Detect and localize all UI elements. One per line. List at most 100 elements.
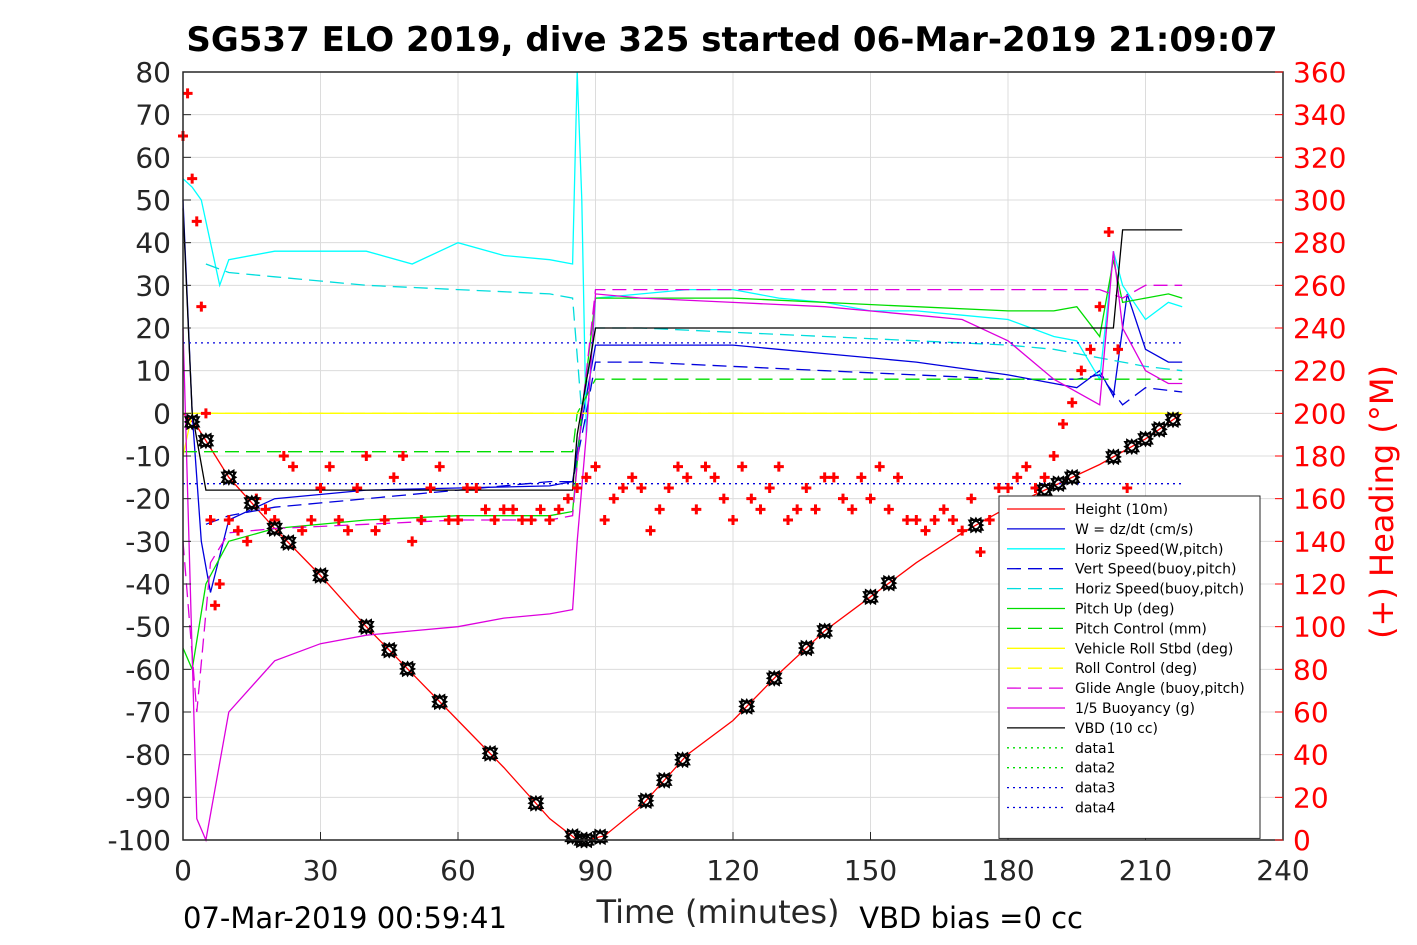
footer-timestamp: 07-Mar-2019 00:59:41	[183, 901, 507, 935]
heading-point	[1058, 419, 1068, 429]
depth-marker-triangle	[880, 577, 898, 592]
heading-point	[187, 173, 198, 184]
y-tick-label: 60	[135, 141, 171, 174]
heading-point	[1085, 344, 1096, 355]
depth-markers	[183, 411, 1182, 849]
depth-marker	[967, 516, 985, 534]
depth-marker	[266, 520, 284, 538]
heading-point	[828, 472, 839, 483]
series-line-2	[182, 71, 1183, 435]
heading-point	[1021, 461, 1032, 472]
depth-marker-triangle	[220, 471, 238, 486]
x-tick-label: 150	[844, 854, 897, 887]
legend-entry: Vert Speed(buoy,pitch)	[1075, 562, 1237, 578]
right-tick-label: 20	[1293, 781, 1329, 814]
heading-point	[1012, 472, 1023, 483]
right-tick-label: 0	[1293, 824, 1311, 857]
heading-point	[599, 515, 610, 525]
heading-point	[306, 515, 317, 525]
heading-point	[838, 493, 848, 504]
heading-point	[489, 515, 500, 525]
heading-point	[975, 547, 986, 557]
depth-marker-triangle	[1137, 433, 1154, 448]
heading-markers	[178, 88, 1133, 611]
heading-point	[498, 504, 509, 515]
depth-marker	[380, 641, 398, 659]
y-tick-label: 10	[135, 355, 171, 388]
heading-point	[1039, 472, 1050, 483]
y-tick-label: -60	[125, 653, 171, 686]
series-line-11	[182, 208, 1183, 491]
depth-marker	[1150, 420, 1168, 438]
x-tick-label: 30	[303, 854, 339, 887]
heading-point	[517, 515, 528, 525]
heading-point	[737, 461, 748, 472]
right-tick-label: 80	[1293, 653, 1329, 686]
heading-point	[929, 515, 940, 525]
heading-point	[352, 483, 363, 493]
depth-marker	[1104, 448, 1122, 466]
depth-marker-triangle	[358, 621, 375, 636]
x-tick-label: 90	[578, 854, 614, 887]
depth-marker-triangle	[798, 642, 815, 657]
depth-marker-triangle	[431, 696, 448, 711]
right-tick-label: 40	[1293, 739, 1329, 772]
legend: Height (10m) W = dz/dt (cm/s) Horiz Speed(…	[998, 495, 1261, 839]
depth-marker-triangle	[266, 522, 283, 538]
heading-point	[893, 472, 903, 483]
y-tick-label: 70	[135, 99, 171, 132]
depth-marker-triangle	[637, 795, 655, 810]
x-tick-label: 0	[174, 854, 192, 887]
depth-marker	[816, 622, 834, 640]
heading-point	[315, 483, 326, 493]
legend-entry: W = dz/dt (cm/s)	[1075, 522, 1194, 538]
legend-entry: Pitch Control (mm)	[1075, 621, 1207, 637]
depth-marker	[862, 588, 879, 606]
heading-point	[700, 461, 711, 472]
heading-point	[920, 525, 931, 536]
depth-marker	[880, 574, 898, 592]
heading-point	[370, 525, 381, 536]
y-tick-label: 30	[135, 269, 171, 302]
x-tick-label: 240	[1256, 854, 1309, 887]
right-tick-label: 120	[1293, 568, 1346, 601]
heading-point	[608, 493, 619, 504]
y-tick-label: -20	[125, 483, 171, 516]
heading-point	[957, 525, 968, 536]
depth-marker	[1036, 481, 1054, 499]
y-tick-label: -100	[107, 824, 171, 857]
x-tick-label: 120	[706, 854, 759, 887]
depth-marker	[1049, 475, 1067, 493]
heading-point	[581, 472, 592, 483]
depth-marker-triangle	[312, 569, 329, 584]
depth-marker-triangle	[862, 591, 879, 606]
heading-point	[966, 493, 977, 504]
heading-point	[223, 515, 234, 525]
depth-marker-triangle	[183, 416, 201, 431]
right-tick-label: 60	[1293, 696, 1329, 729]
heading-point	[508, 504, 518, 515]
depth-marker	[637, 792, 655, 810]
y-tick-label: 50	[135, 184, 171, 217]
heading-point	[260, 504, 271, 515]
heading-point	[1048, 451, 1059, 461]
legend-entry: data2	[1075, 761, 1115, 777]
y-tick-label: -40	[125, 568, 171, 601]
heading-point	[398, 451, 408, 461]
heading-point	[1067, 397, 1078, 408]
heading-point	[819, 472, 830, 483]
heading-point	[535, 504, 546, 515]
heading-point	[407, 536, 418, 547]
heading-point	[278, 451, 289, 461]
depth-marker-triangle	[481, 747, 499, 762]
depth-marker-triangle	[1063, 471, 1081, 486]
heading-point	[856, 472, 867, 483]
right-tick-label: 100	[1293, 611, 1346, 644]
heading-point	[911, 515, 922, 525]
depth-marker	[655, 771, 673, 789]
depth-marker	[738, 697, 756, 715]
heading-point	[572, 483, 583, 493]
legend-entry: Horiz Speed(W,pitch)	[1075, 542, 1223, 558]
depth-marker-triangle	[1050, 478, 1067, 493]
depth-marker	[357, 618, 375, 636]
